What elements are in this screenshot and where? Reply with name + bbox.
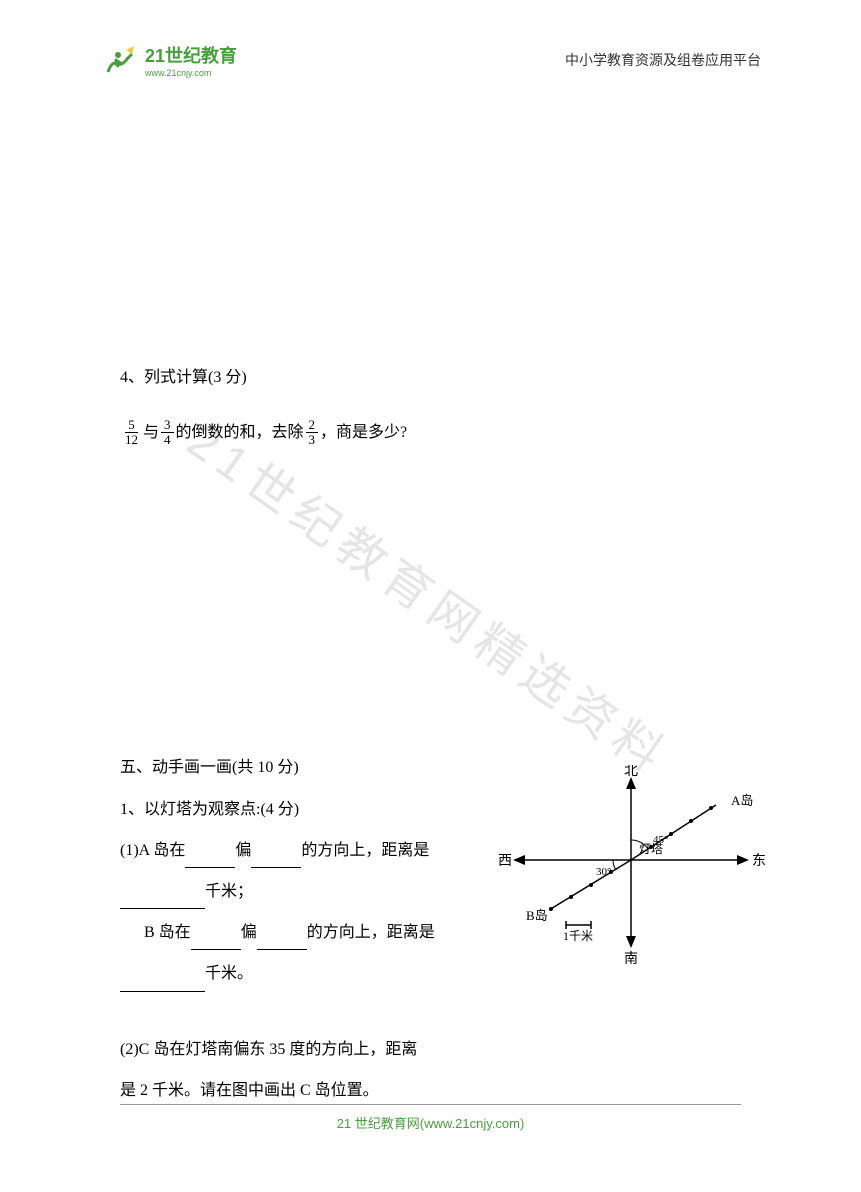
question-1-b-line1: B 岛在偏的方向上，距离是	[120, 915, 440, 950]
north-label: 北	[624, 765, 638, 779]
question-2: (2)C 岛在灯塔南偏东 35 度的方向上，距离 是 2 千米。请在图中画出 C…	[120, 1032, 741, 1108]
angle-30-label: 30°	[596, 866, 611, 878]
fraction-2: 3 4	[161, 418, 174, 448]
page-header: 21世纪教育 www.21cnjy.com 中小学教育资源及组卷应用平台	[0, 40, 861, 80]
blank-field[interactable]	[120, 891, 205, 909]
south-label: 南	[624, 951, 638, 965]
section-5: 五、动手画一画(共 10 分) 1、以灯塔为观察点:(4 分) (1)A 岛在偏…	[120, 750, 741, 1108]
section-5-title: 五、动手画一画(共 10 分)	[120, 750, 440, 785]
question-4-text: 5 12 与 3 4 的倒数的和，去除 2 3 ，商是多少?	[120, 415, 741, 450]
west-label: 西	[498, 854, 512, 869]
blank-field[interactable]	[185, 850, 235, 868]
logo-text: 21世纪教育 www.21cnjy.com	[145, 42, 237, 78]
logo-main-text: 21世纪教育	[145, 42, 237, 68]
question-1-1-line1: (1)A 岛在偏的方向上，距离是	[120, 833, 440, 868]
island-a-label: A岛	[731, 793, 753, 808]
fraction-1: 5 12	[122, 418, 141, 448]
logo-sub-text: www.21cnjy.com	[145, 68, 237, 78]
blank-field[interactable]	[257, 932, 307, 950]
page-footer: 21 世纪教育网(www.21cnjy.com)	[120, 1104, 741, 1132]
section-5-text: 五、动手画一画(共 10 分) 1、以灯塔为观察点:(4 分) (1)A 岛在偏…	[120, 750, 440, 991]
scale-label: 1千米	[563, 929, 593, 943]
lighthouse-label: 灯塔	[639, 842, 663, 856]
blank-field[interactable]	[191, 932, 241, 950]
document-content: 4、列式计算(3 分) 5 12 与 3 4 的倒数的和，去除 2 3 ，商是多…	[120, 360, 741, 1114]
header-description: 中小学教育资源及组卷应用平台	[565, 50, 761, 70]
east-label: 东	[752, 853, 766, 869]
question-1-title: 1、以灯塔为观察点:(4 分)	[120, 792, 440, 827]
fraction-3: 2 3	[306, 418, 319, 448]
logo: 21世纪教育 www.21cnjy.com	[100, 40, 237, 80]
logo-icon	[100, 40, 140, 80]
question-1-1-line2: 千米；	[120, 874, 440, 909]
compass-diagram: 北 南 东 西 A岛 B岛 45° 30° 灯塔	[491, 765, 771, 965]
blank-field[interactable]	[120, 974, 205, 992]
question-1-b-line2: 千米。	[120, 956, 440, 991]
island-b-label: B岛	[526, 908, 548, 923]
blank-field[interactable]	[251, 850, 301, 868]
question-4-title: 4、列式计算(3 分)	[120, 360, 741, 395]
